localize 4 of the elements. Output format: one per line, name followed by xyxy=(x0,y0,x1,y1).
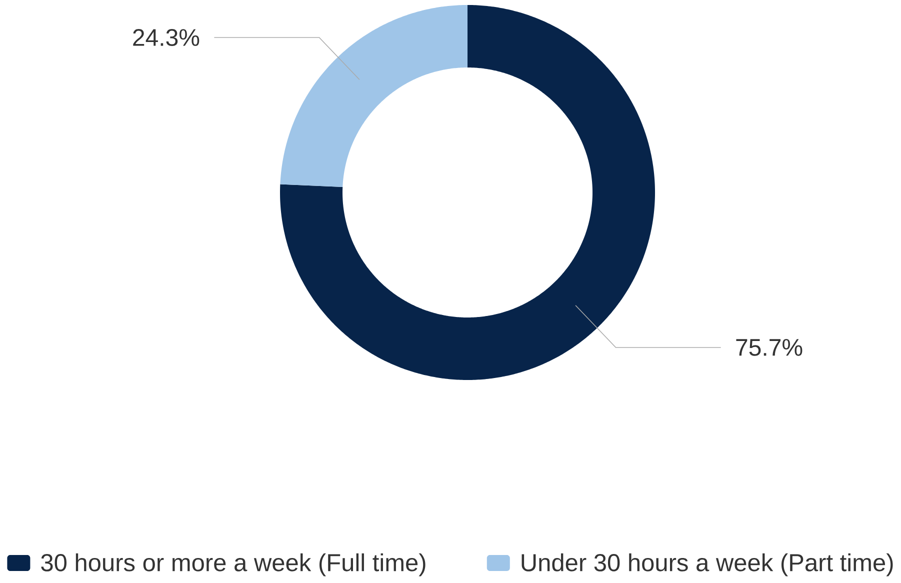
data-label: 24.3% xyxy=(133,29,200,46)
data-label: 75.7% xyxy=(736,339,802,356)
legend-label: Under 30 hours a week (Part time) xyxy=(522,553,893,576)
legend-label: 30 hours or more a week (Full time) xyxy=(41,553,426,576)
